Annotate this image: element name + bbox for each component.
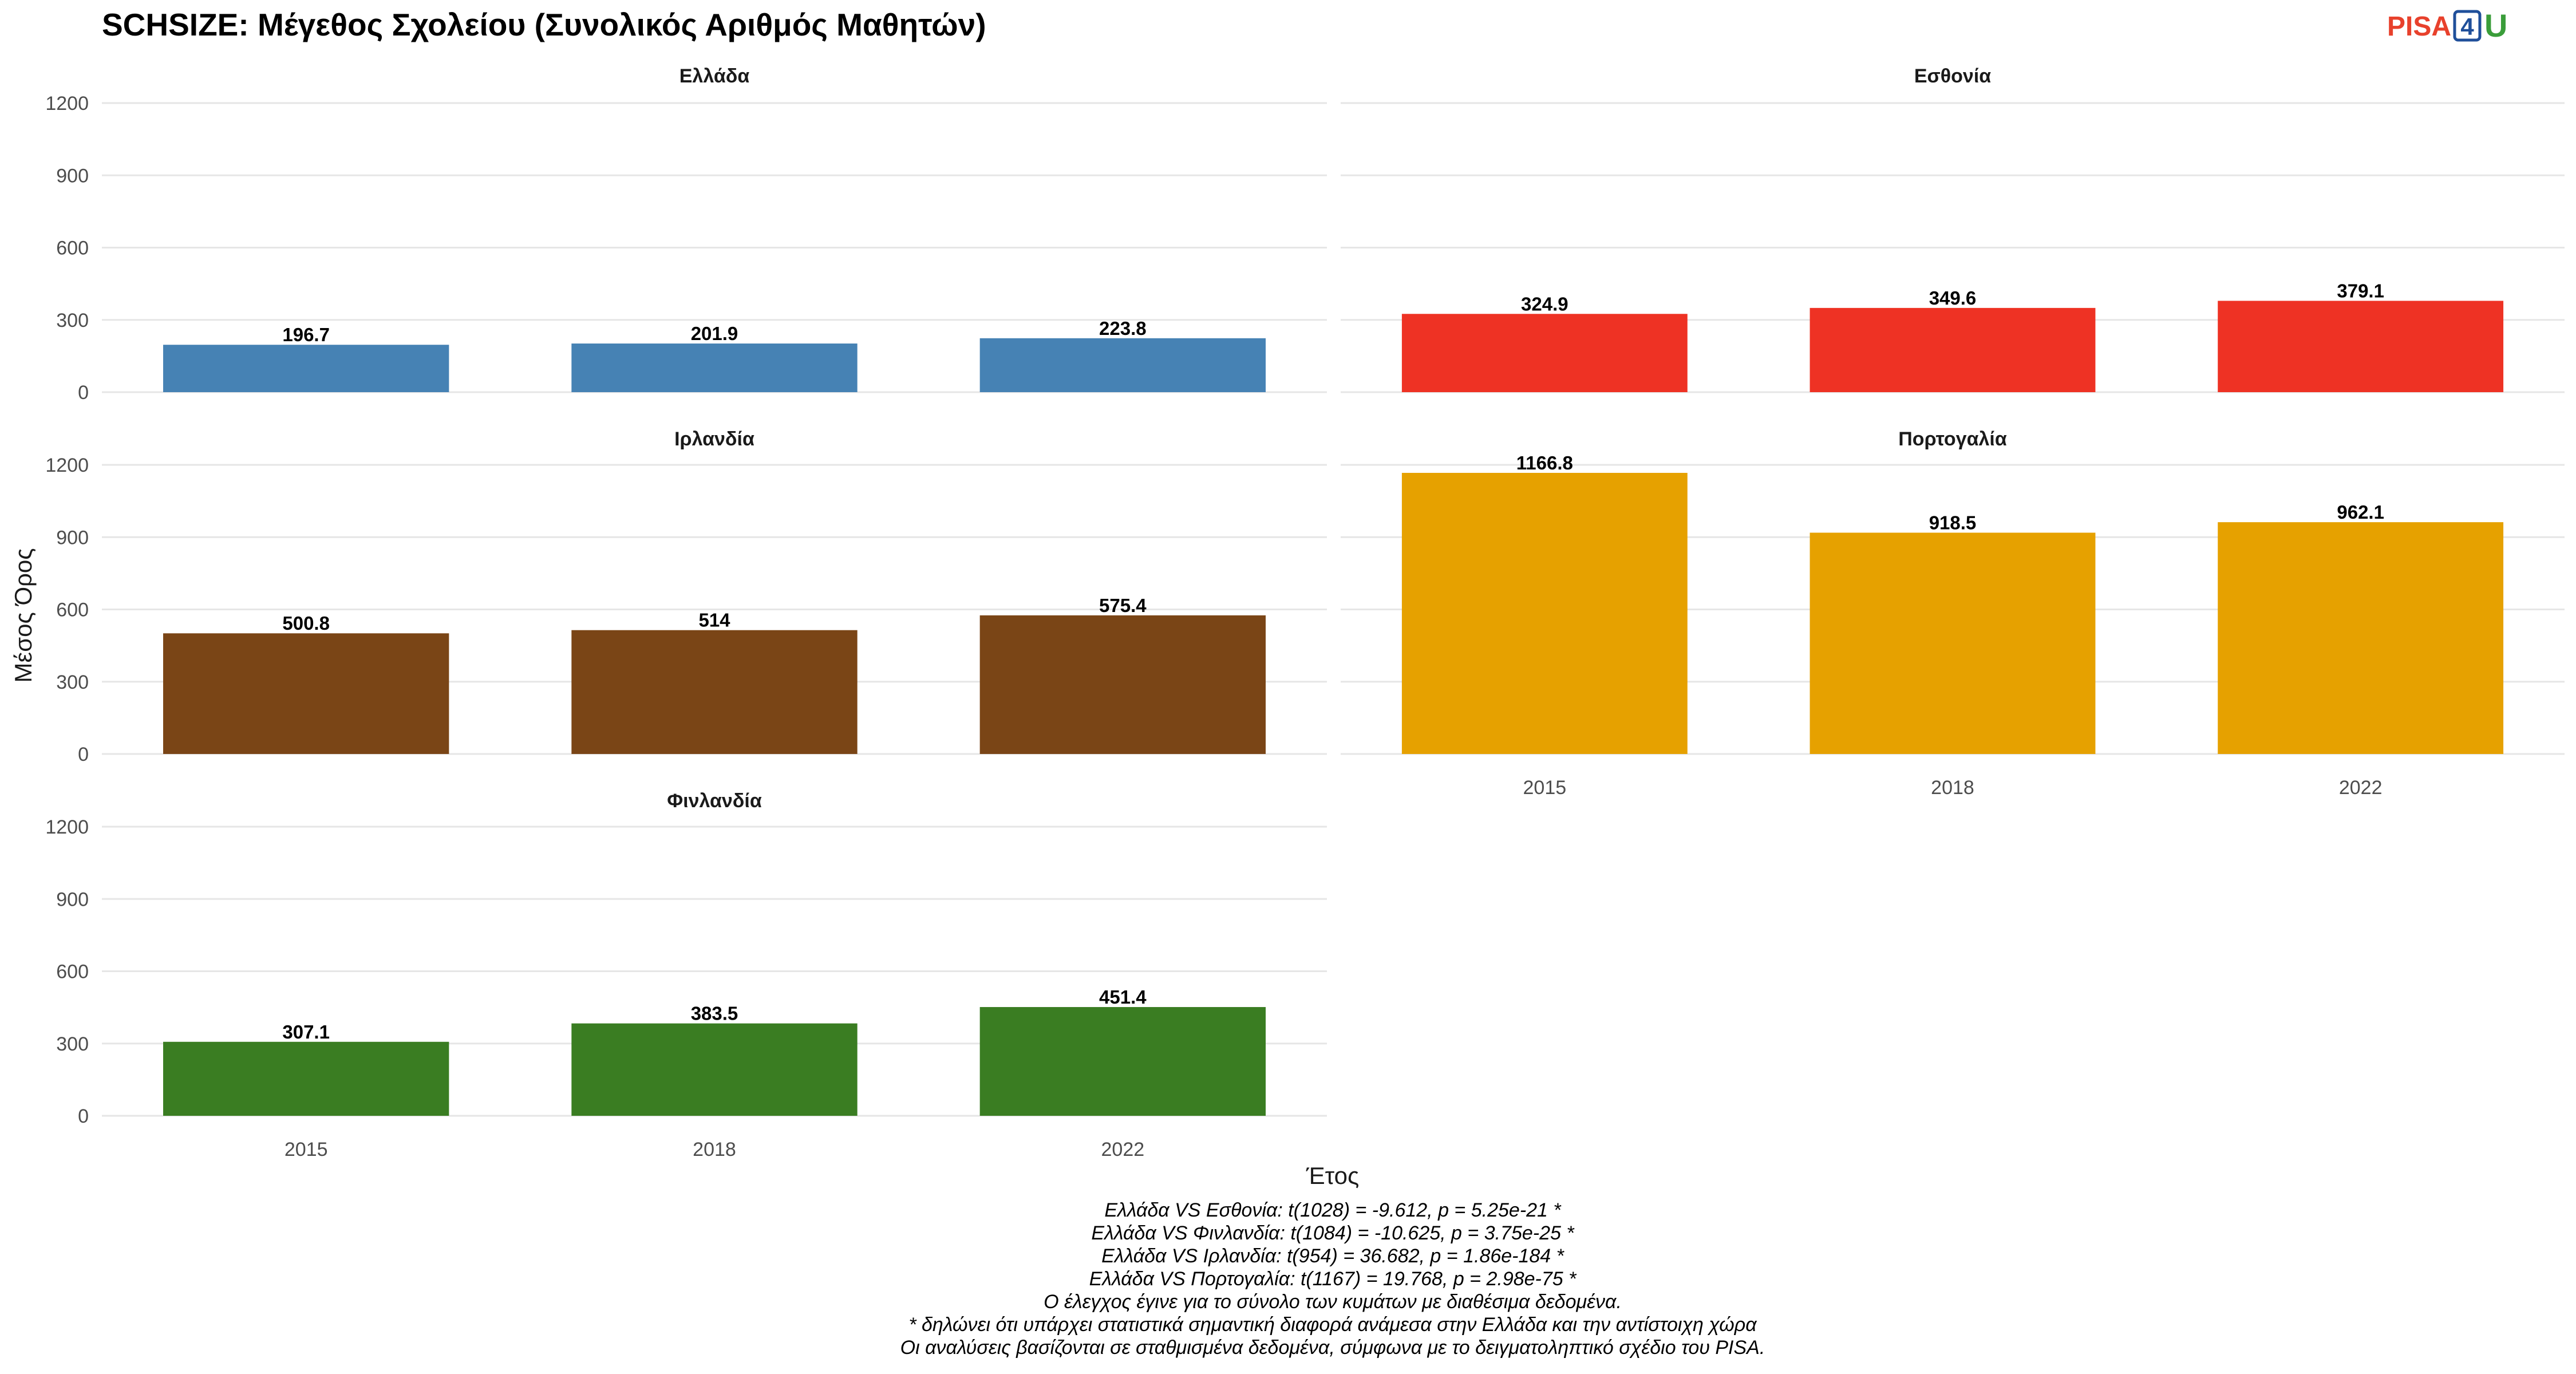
logo-text-u: U	[2484, 7, 2507, 44]
logo-box	[2453, 10, 2482, 42]
facet-title: Εσθονία	[1914, 65, 1991, 87]
y-tick-label: 600	[56, 599, 89, 621]
bar-value-label: 349.6	[1929, 287, 1977, 309]
note-line: Ελλάδα VS Ιρλανδία: t(954) = 36.682, p =…	[1101, 1245, 1565, 1267]
y-tick-label: 0	[78, 382, 89, 404]
bar-value-label: 451.4	[1099, 986, 1147, 1008]
y-tick-label: 900	[56, 165, 89, 187]
bar-value-label: 307.1	[282, 1021, 330, 1043]
bar-value-label: 383.5	[691, 1003, 738, 1024]
x-tick-label: 2018	[693, 1139, 736, 1160]
facet-panels: 0 300 600 900 1200 Ελλάδα 196.7 201.9 223.8 Εσθον…	[45, 65, 2565, 1160]
chart-title: SCHSIZE: Μέγεθος Σχολείου (Συνολικός Αρι…	[102, 7, 986, 42]
logo-text-pisa: PISA	[2387, 11, 2451, 42]
facet-title: Φινλανδία	[667, 790, 762, 812]
note-line: * δηλώνει ότι υπάρχει στατιστικά σημαντι…	[908, 1314, 1757, 1336]
x-tick-label: 2015	[285, 1139, 328, 1160]
bar	[571, 344, 858, 392]
bar	[571, 630, 858, 754]
bar	[1401, 472, 1688, 754]
facet-panel: Εσθονία 324.9 349.6 379.1	[1341, 65, 2565, 393]
x-tick-label: 2022	[2339, 777, 2383, 799]
bar	[2218, 301, 2504, 392]
bar	[571, 1023, 858, 1116]
bar	[979, 615, 1266, 754]
y-tick-label: 600	[56, 238, 89, 259]
y-tick-label: 900	[56, 889, 89, 910]
facet-title: Ιρλανδία	[674, 428, 754, 450]
bar-value-label: 201.9	[691, 323, 738, 344]
y-tick-label: 300	[56, 310, 89, 331]
bar	[1401, 314, 1688, 392]
bar-value-label: 575.4	[1099, 595, 1147, 616]
y-tick-label: 1200	[45, 93, 89, 114]
bar	[163, 345, 449, 392]
notes-block: Ελλάδα VS Εσθονία: t(1028) = -9.612, p =…	[900, 1199, 1765, 1359]
facet-panel: 0 300 600 900 1200 Φινλανδία 307.1 383.5 451.4 20…	[45, 790, 1327, 1160]
y-tick-label: 600	[56, 961, 89, 983]
note-line: Ελλάδα VS Φινλανδία: t(1084) = -10.625, …	[1091, 1222, 1575, 1244]
facet-panel: 0 300 600 900 1200 Ιρλανδία 500.8 514 575.4	[45, 428, 1327, 765]
facet-panel: Πορτογαλία 1166.8 918.5 962.1 2015 2018 2022	[1341, 428, 2565, 799]
x-axis-title: Έτος	[1306, 1162, 1360, 1189]
x-tick-label: 2015	[1523, 777, 1567, 799]
y-tick-label: 0	[78, 1105, 89, 1127]
bar	[979, 1007, 1266, 1116]
bar	[979, 338, 1266, 392]
bar	[163, 633, 449, 754]
bar-value-label: 500.8	[282, 613, 330, 634]
bar-value-label: 223.8	[1099, 318, 1147, 339]
bar-value-label: 379.1	[2337, 280, 2384, 301]
y-tick-label: 900	[56, 527, 89, 548]
facet-title: Ελλάδα	[679, 65, 750, 87]
y-axis-title: Μέσος Όρος	[10, 548, 37, 683]
bar	[1809, 307, 2096, 392]
note-line: Οι αναλύσεις βασίζονται σε σταθμισμένα δ…	[900, 1337, 1765, 1359]
facet-panel: 0 300 600 900 1200 Ελλάδα 196.7 201.9 223.8	[45, 65, 1327, 404]
x-tick-label: 2018	[1931, 777, 1974, 799]
bar-value-label: 1166.8	[1516, 452, 1573, 473]
bar-value-label: 962.1	[2337, 502, 2384, 523]
y-tick-label: 300	[56, 672, 89, 693]
y-tick-label: 0	[78, 744, 89, 765]
bar-value-label: 324.9	[1521, 293, 1568, 314]
note-line: Ελλάδα VS Εσθονία: t(1028) = -9.612, p =…	[1104, 1199, 1562, 1221]
y-tick-label: 1200	[45, 816, 89, 838]
facet-title: Πορτογαλία	[1898, 428, 2007, 450]
note-line: Ο έλεγχος έγινε για το σύνολο των κυμάτω…	[1044, 1291, 1622, 1313]
logo-digit: 4	[2460, 13, 2474, 40]
pisa4u-logo: PISA 4 U	[2387, 7, 2507, 44]
bar-value-label: 196.7	[282, 324, 330, 345]
bar	[2218, 522, 2504, 754]
y-tick-label: 1200	[45, 455, 89, 476]
y-tick-label: 300	[56, 1033, 89, 1055]
note-line: Ελλάδα VS Πορτογαλία: t(1167) = 19.768, …	[1089, 1268, 1578, 1290]
x-tick-label: 2022	[1101, 1139, 1145, 1160]
bar-value-label: 514	[698, 610, 730, 631]
bar-value-label: 918.5	[1929, 512, 1977, 533]
bar	[1809, 532, 2096, 754]
bar	[163, 1041, 449, 1116]
